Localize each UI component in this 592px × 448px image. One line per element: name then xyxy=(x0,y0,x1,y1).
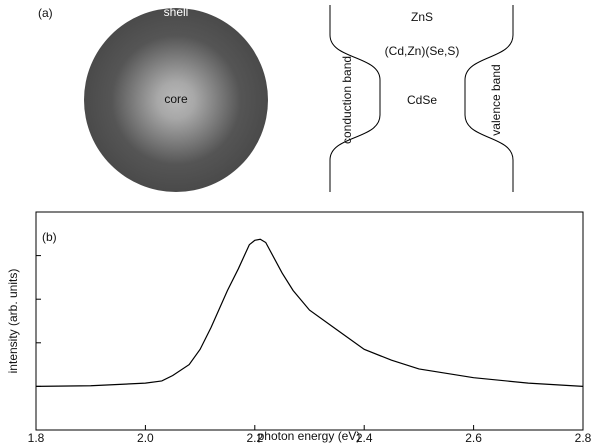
conduction-band-edge xyxy=(329,5,381,192)
panel-label: (b) xyxy=(42,230,57,244)
x-tick-label: 2.4 xyxy=(356,431,373,445)
core-label: core xyxy=(164,92,188,106)
x-tick-label: 2.2 xyxy=(246,431,263,445)
nanocrystal xyxy=(84,8,268,192)
x-tick-label: 2.6 xyxy=(465,431,482,445)
panel-label: (a) xyxy=(38,6,53,20)
layer-label: CdSe xyxy=(407,93,437,107)
plot-frame xyxy=(35,211,584,431)
spectrum-line xyxy=(35,238,584,387)
shell-label: shell xyxy=(164,5,189,19)
x-axis-title: photon energy (eV) xyxy=(258,429,361,443)
x-tick-label: 1.8 xyxy=(28,431,45,445)
band-label: conduction band xyxy=(340,56,354,144)
layer-label: (Cd,Zn)(Se,S) xyxy=(385,44,460,58)
x-tick-label: 2.0 xyxy=(137,431,154,445)
band-label: valence band xyxy=(489,64,503,135)
y-axis-title: intensity (arb. units) xyxy=(6,269,20,374)
valence-band-edge xyxy=(464,5,514,192)
layer-label: ZnS xyxy=(411,10,433,24)
x-tick-label: 2.8 xyxy=(575,431,592,445)
